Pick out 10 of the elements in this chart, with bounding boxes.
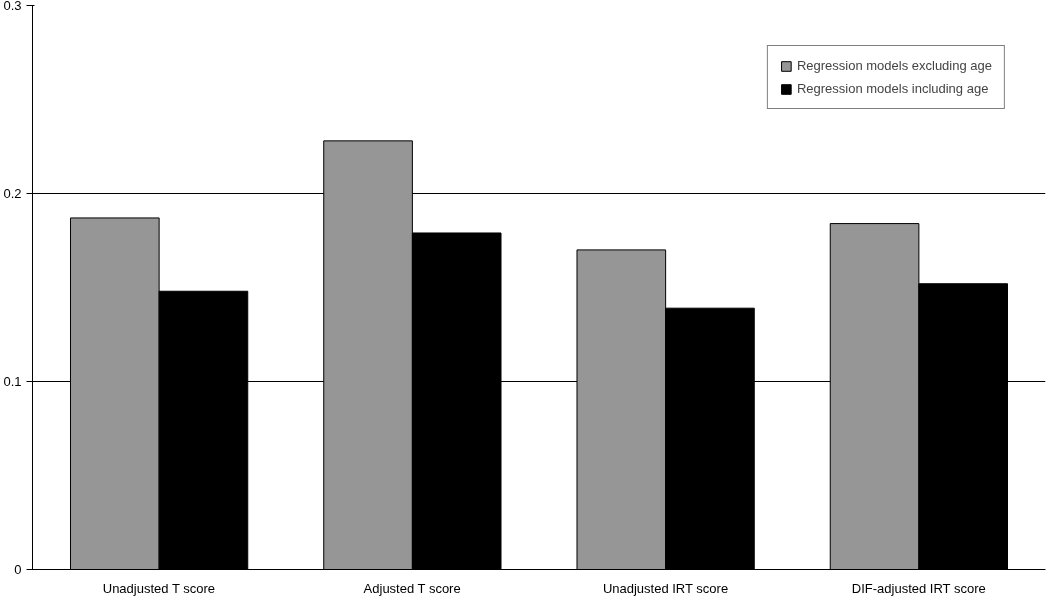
x-tick-label: Unadjusted IRT score [602, 580, 729, 596]
y-tick-label: 0.3 [3, 0, 22, 13]
x-tick-label: Adjusted T score [363, 580, 461, 596]
x-tick-label: Unadjusted T score [102, 580, 216, 596]
x-tick-label: DIF-adjusted IRT score [851, 580, 986, 596]
y-tick-label: 0.1 [3, 374, 22, 389]
y-tick-label: 0 [14, 562, 22, 577]
y-tick-label: 0.2 [3, 186, 22, 201]
legend-label: Regression models excluding age [796, 58, 992, 73]
legend-label: Regression models including age [796, 81, 989, 96]
